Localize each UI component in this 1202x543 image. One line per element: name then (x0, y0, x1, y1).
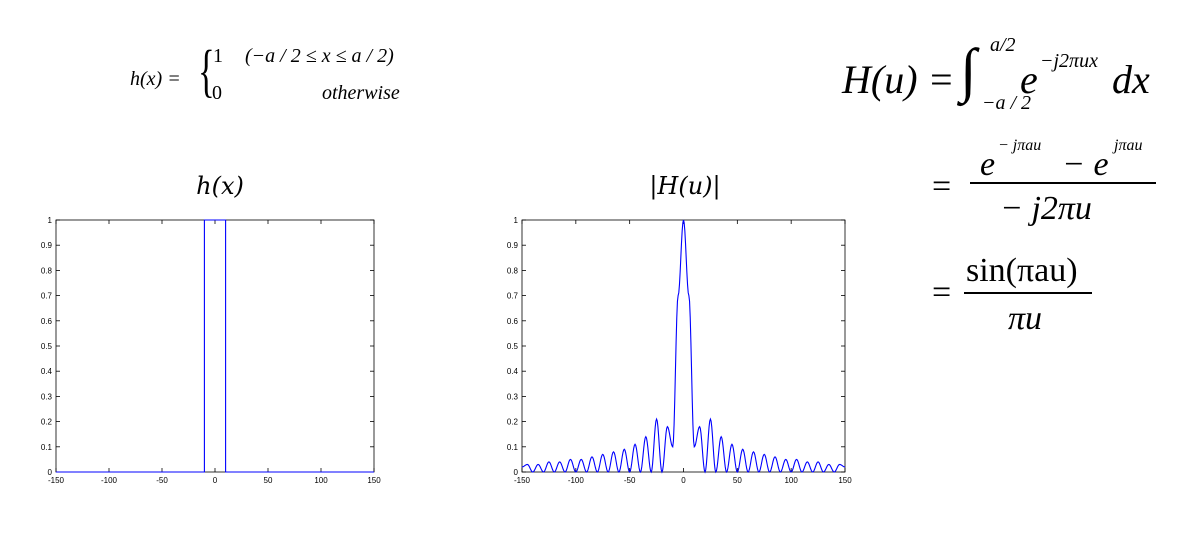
H-u-ytick-label-2: 0.2 (507, 418, 519, 427)
H-u-ytick-label-4: 0.4 (507, 367, 519, 376)
case1-condition: (−a / 2 ≤ x ≤ a / 2) (245, 45, 394, 67)
H-u-ytick-label-3: 0.3 (507, 392, 519, 401)
case1-value: 1 (213, 45, 223, 67)
integral-sign: ∫ (960, 37, 977, 103)
h-x-xtick-label-0: -150 (48, 476, 65, 485)
h-x-xtick-label-6: 150 (367, 476, 381, 485)
line3-equals: = (932, 274, 952, 311)
integral-upper-limit: a/2 (990, 34, 1016, 56)
integral-lower-limit: −a / 2 (982, 92, 1032, 114)
h-x-xtick-label-3: 0 (213, 476, 218, 485)
h-x-ytick-label-6: 0.6 (41, 317, 53, 326)
chart-title-H-u: |H(u)| (649, 172, 721, 200)
H-u-ytick-label-0: 0 (514, 468, 519, 477)
integrand-dx: dx (1112, 57, 1150, 102)
line2-fraction-bar (970, 182, 1156, 184)
formula-lhs: h(x) = (130, 68, 181, 90)
line2-numerator-exp1: − jπau (998, 137, 1042, 154)
H-u-ytick-label-7: 0.7 (507, 292, 519, 301)
integrand-exponent: −j2πux (1040, 50, 1098, 72)
line3-denominator: πu (1008, 300, 1043, 337)
h-x-series-line-0 (56, 219, 374, 473)
H-u-xtick-label-0: -150 (514, 476, 531, 485)
H-u-ytick-label-8: 0.8 (507, 266, 519, 275)
h-x-ytick-label-5: 0.5 (41, 342, 53, 351)
line2-numerator-e1: e (980, 146, 996, 183)
H-u-ytick-label-10: 1 (514, 216, 519, 225)
H-u-ytick-label-5: 0.5 (507, 342, 519, 351)
h-x-ytick-label-10: 1 (48, 216, 53, 225)
H-u-xtick-label-6: 150 (838, 476, 852, 485)
h-x-xtick-label-2: -50 (156, 476, 168, 485)
brace-glyph: { (198, 38, 215, 103)
h-x-ytick-label-4: 0.4 (41, 367, 53, 376)
h-x-ytick-label-1: 0.1 (41, 443, 53, 452)
line2-equals: = (932, 168, 952, 205)
line2-numerator-exp2: jπau (1114, 137, 1143, 154)
case2-value: 0 (212, 82, 222, 104)
h-x-ytick-label-2: 0.2 (41, 418, 53, 427)
h-x-ytick-label-7: 0.7 (41, 292, 53, 301)
h-x-ytick-label-3: 0.3 (41, 392, 53, 401)
H-u-ytick-label-6: 0.6 (507, 317, 519, 326)
H-u-xtick-label-3: 0 (681, 476, 686, 485)
transform-lhs: H(u) = (842, 57, 955, 102)
h-x-plot-frame (55, 219, 375, 473)
H-u-xtick-label-2: -50 (624, 476, 636, 485)
h-x-xtick-label-4: 50 (264, 476, 273, 485)
H-u-ytick-label-9: 0.9 (507, 241, 519, 250)
H-u-xtick-label-4: 50 (733, 476, 742, 485)
integrand-base: e (1020, 57, 1038, 102)
H-u-xtick-label-5: 100 (784, 476, 798, 485)
line2-numerator-minus-e2: − e (1062, 146, 1109, 183)
H-u-series-line-0 (521, 219, 846, 474)
h-x-ytick-label-9: 0.9 (41, 241, 53, 250)
line3-numerator: sin(πau) (966, 252, 1078, 289)
line2-denominator: − j2πu (1000, 190, 1092, 227)
h-x-xtick-label-1: -100 (101, 476, 118, 485)
case2-condition: otherwise (322, 82, 400, 104)
h-x-ytick-label-0: 0 (48, 468, 53, 477)
line3-fraction-bar (964, 292, 1092, 294)
H-u-plot-frame (521, 219, 846, 473)
h-x-ytick-label-8: 0.8 (41, 266, 53, 275)
h-x-xtick-label-5: 100 (314, 476, 328, 485)
H-u-ytick-label-1: 0.1 (507, 443, 519, 452)
H-u-xtick-label-1: -100 (568, 476, 585, 485)
chart-title-h-x: h(x) (196, 172, 244, 200)
